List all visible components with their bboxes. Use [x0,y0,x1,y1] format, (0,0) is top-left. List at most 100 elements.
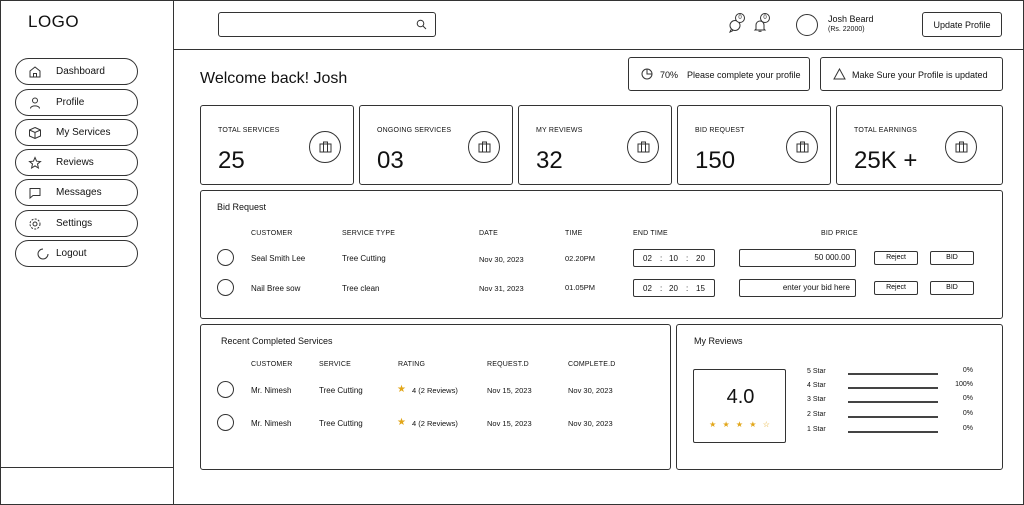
bid-button[interactable]: BID [930,281,974,295]
end-seconds: 15 [696,284,705,293]
search-icon [416,19,427,30]
stat-label: BID REQUEST [695,127,745,134]
stat-label: ONGOING SERVICES [377,127,452,134]
star-icon: ★ [397,417,406,428]
home-icon [29,66,41,78]
sidebar-item-my-services[interactable]: My Services [15,119,138,146]
star-icon: ★ [397,384,406,395]
sidebar-item-settings[interactable]: Settings [15,210,138,237]
message-icon [29,188,41,200]
customer-name: Nail Bree sow [251,284,301,293]
column-header-request-date: REQUEST.D [487,361,529,368]
row-select-radio[interactable] [217,249,234,266]
update-profile-button[interactable]: Update Profile [922,12,1002,37]
stat-icon [468,131,500,163]
end-time-countdown: 02 : 10 : 20 [633,249,715,267]
sidebar-item-profile[interactable]: Profile [15,89,138,116]
sidebar-item-reviews[interactable]: Reviews [15,149,138,176]
stat-icon [309,131,341,163]
stat-icon [627,131,659,163]
notifications-button[interactable]: 0 [753,13,771,37]
rating-stars: ★ ★ ★ ★ ☆ [709,420,772,429]
column-header-complete-date: COMPLETE.D [568,361,616,368]
sidebar-item-label: Profile [56,97,85,108]
column-header-bid-price: BID PRICE [821,230,858,237]
sidebar-item-label: Dashboard [56,66,105,77]
stat-card-ongoing-services[interactable]: ONGOING SERVICES 03 [359,105,513,185]
profile-completion-notice[interactable]: 70% Please complete your profile [628,57,810,91]
message-count-badge: 0 [735,13,745,23]
stat-card-total-services[interactable]: TOTAL SERVICES 25 [200,105,354,185]
request-date: Nov 15, 2023 [487,419,532,428]
rating-percent: 100% [955,381,973,388]
column-header-customer: CUSTOMER [251,361,293,368]
spinner-icon [37,248,49,260]
row-select-radio[interactable] [217,381,234,398]
end-hours: 02 [643,254,652,263]
complete-date: Nov 30, 2023 [568,419,613,428]
search-input[interactable] [218,12,436,37]
rating-text: 4 (2 Reviews) [412,419,458,428]
end-minutes: 20 [669,284,678,293]
stat-value: 150 [695,147,736,174]
stat-label: TOTAL SERVICES [218,127,280,134]
user-icon [30,97,40,109]
service-type: Tree Cutting [342,254,386,263]
row-select-radio[interactable] [217,279,234,296]
column-header-rating: RATING [398,361,426,368]
briefcase-icon [319,141,332,153]
sidebar-item-label: Messages [56,187,102,198]
briefcase-icon [955,141,968,153]
warning-icon [833,68,846,80]
stat-card-total-earnings[interactable]: TOTAL EARNINGS 25K + [836,105,1003,185]
service-name: Tree Cutting [319,386,363,395]
request-date: Nov 30, 2023 [479,255,524,264]
rating-bar [848,373,938,375]
briefcase-icon [637,141,650,153]
bid-request-title: Bid Request [217,202,267,212]
stat-icon [786,131,818,163]
customer-name: Seal Smith Lee [251,254,306,263]
update-notice-text: Make Sure your Profile is updated [852,70,988,80]
request-time: 01.05PM [565,283,596,292]
row-select-radio[interactable] [217,414,234,431]
box-icon [29,126,41,140]
column-header-service: SERVICE [319,361,352,368]
customer-name: Mr. Nimesh [251,386,292,395]
profile-update-notice[interactable]: Make Sure your Profile is updated [820,57,1003,91]
logo: LOGO [28,12,80,31]
chat-button[interactable]: 0 [728,13,746,37]
bid-request-panel [200,190,1003,319]
star-level-label: 1 Star [807,426,826,433]
stat-icon [945,131,977,163]
sidebar-item-messages[interactable]: Messages [15,179,138,206]
stat-value: 03 [377,147,404,174]
stat-value: 25K + [854,147,918,174]
avatar[interactable] [796,14,818,36]
header-divider [174,49,1024,50]
rating-percent: 0% [962,395,973,402]
reject-button[interactable]: Reject [874,281,918,295]
average-rating-box: 4.0 ★ ★ ★ ★ ☆ [693,369,786,443]
end-seconds: 20 [696,254,705,263]
sidebar-item-dashboard[interactable]: Dashboard [15,58,138,85]
profile-notice-text: Please complete your profile [687,70,801,80]
stat-card-bid-request[interactable]: BID REQUEST 150 [677,105,831,185]
reject-button[interactable]: Reject [874,251,918,265]
rating-percent: 0% [962,367,973,374]
stat-card-my-reviews[interactable]: MY REVIEWS 32 [518,105,672,185]
bid-price-input[interactable]: 50 000.00 [739,249,856,267]
complete-date: Nov 30, 2023 [568,386,613,395]
rating-bar [848,387,938,389]
bid-price-input[interactable]: enter your bid here [739,279,856,297]
stat-value: 25 [218,147,245,174]
stat-label: MY REVIEWS [536,127,583,134]
request-time: 02.20PM [565,254,596,263]
briefcase-icon [796,141,809,153]
end-time-countdown: 02 : 20 : 15 [633,279,715,297]
user-balance: (Rs. 22000) [828,26,865,33]
sidebar-item-label: My Services [56,127,111,138]
my-reviews-title: My Reviews [694,336,743,346]
sidebar-item-logout[interactable]: Logout [15,240,138,267]
bid-button[interactable]: BID [930,251,974,265]
